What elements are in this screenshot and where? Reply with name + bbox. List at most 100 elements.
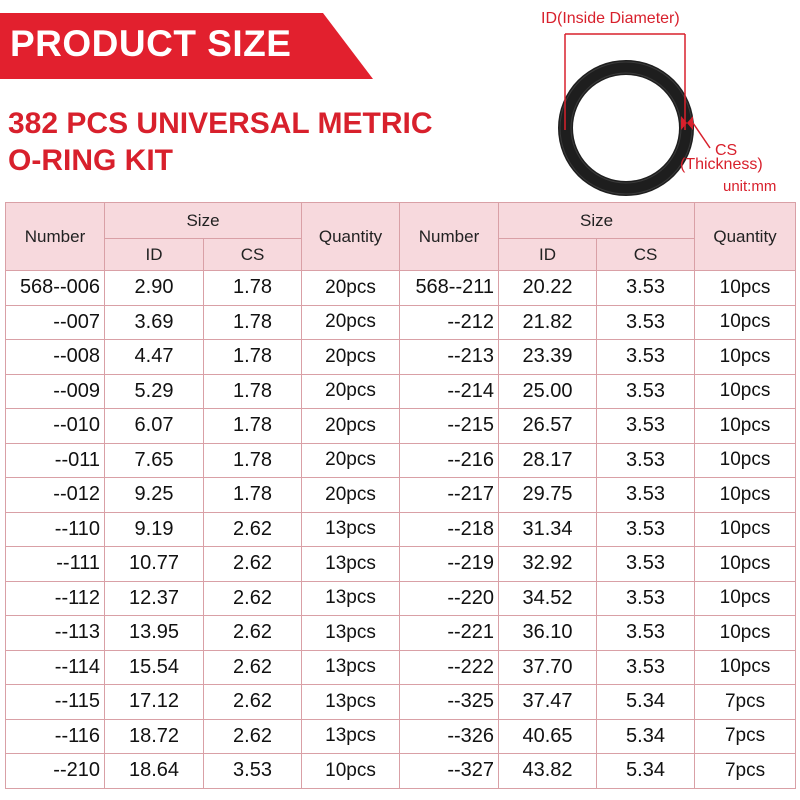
quantity-cell: 10pcs: [694, 615, 797, 651]
id-cell: 3.69: [104, 304, 204, 340]
number-cell: --213: [399, 339, 500, 375]
table-row: --210 18.64 3.53 10pcs --327 43.82 5.34 7pcs: [5, 753, 797, 789]
id-cell: 5.29: [104, 373, 204, 409]
header-cs: CS: [596, 238, 696, 271]
quantity-cell: 10pcs: [694, 546, 797, 582]
header-number: Number: [399, 202, 500, 271]
id-cell: 34.52: [498, 580, 598, 616]
id-cell: 21.82: [498, 304, 598, 340]
id-cell: 20.22: [498, 270, 598, 306]
quantity-cell: 10pcs: [694, 511, 797, 547]
id-cell: 32.92: [498, 546, 598, 582]
quantity-cell: 13pcs: [301, 718, 401, 754]
unit-label: unit:mm: [723, 178, 777, 195]
number-cell: --113: [5, 615, 105, 651]
id-cell: 43.82: [498, 753, 598, 789]
number-cell: --112: [5, 580, 105, 616]
title-banner: PRODUCT SIZE: [0, 13, 373, 79]
header-quantity: Quantity: [694, 202, 797, 271]
number-cell: --216: [399, 442, 500, 478]
number-cell: --218: [399, 511, 500, 547]
quantity-cell: 10pcs: [694, 408, 797, 444]
cs-cell: 3.53: [596, 373, 696, 409]
id-cell: 28.17: [498, 442, 598, 478]
quantity-cell: 20pcs: [301, 270, 401, 306]
o-ring-icon: [558, 33, 711, 196]
cs-cell: 3.53: [202, 753, 303, 789]
cs-cell: 3.53: [596, 649, 696, 685]
table-body: 568--006 2.90 1.78 20pcs 568--211 20.22 3.53 10…: [5, 270, 797, 789]
id-cell: 6.07: [104, 408, 204, 444]
cs-cell: 5.34: [596, 753, 696, 789]
id-cell: 36.10: [498, 615, 598, 651]
quantity-cell: 20pcs: [301, 373, 401, 409]
cs-cell: 3.53: [596, 339, 696, 375]
number-cell: --326: [399, 718, 500, 754]
table-row: --008 4.47 1.78 20pcs --213 23.39 3.53 10pcs: [5, 339, 797, 375]
number-cell: --012: [5, 477, 105, 513]
cs-cell: 3.53: [596, 270, 696, 306]
number-cell: --325: [399, 684, 500, 720]
quantity-cell: 20pcs: [301, 304, 401, 340]
id-cell: 23.39: [498, 339, 598, 375]
number-cell: --111: [5, 546, 105, 582]
cs-cell: 2.62: [202, 580, 303, 616]
id-cell: 12.37: [104, 580, 204, 616]
number-cell: --217: [399, 477, 500, 513]
table-row: --011 7.65 1.78 20pcs --216 28.17 3.53 10pcs: [5, 442, 797, 478]
cs-sublabel: (Thickness): [680, 156, 763, 173]
id-cell: 9.25: [104, 477, 204, 513]
number-cell: --212: [399, 304, 500, 340]
number-cell: 568--211: [399, 270, 500, 306]
header-number: Number: [5, 202, 105, 271]
headline-line-2: O-RING KIT: [8, 144, 173, 177]
number-cell: --116: [5, 718, 105, 754]
table-row: --009 5.29 1.78 20pcs --214 25.00 3.53 10pcs: [5, 373, 797, 409]
cs-cell: 2.62: [202, 718, 303, 754]
id-cell: 10.77: [104, 546, 204, 582]
quantity-cell: 10pcs: [694, 649, 797, 685]
id-cell: 17.12: [104, 684, 204, 720]
table-row: --112 12.37 2.62 13pcs --220 34.52 3.53 10pcs: [5, 580, 797, 616]
cs-cell: 1.78: [202, 373, 303, 409]
cs-cell: 1.78: [202, 442, 303, 478]
o-ring-diagram: ID(Inside Diameter) CS (Thickness): [535, 8, 795, 198]
quantity-cell: 7pcs: [694, 718, 797, 754]
id-cell: 18.72: [104, 718, 204, 754]
cs-cell: 2.62: [202, 615, 303, 651]
cs-cell: 3.53: [596, 304, 696, 340]
quantity-cell: 20pcs: [301, 477, 401, 513]
table-row: --116 18.72 2.62 13pcs --326 40.65 5.34 7pcs: [5, 718, 797, 754]
id-cell: 13.95: [104, 615, 204, 651]
header-size: Size: [103, 202, 303, 239]
cs-cell: 5.34: [596, 684, 696, 720]
cs-cell: 1.78: [202, 408, 303, 444]
cs-cell: 2.62: [202, 684, 303, 720]
table-row: --010 6.07 1.78 20pcs --215 26.57 3.53 10pcs: [5, 408, 797, 444]
cs-label: CS: [715, 142, 738, 159]
id-cell: 37.70: [498, 649, 598, 685]
id-cell: 7.65: [104, 442, 204, 478]
cs-cell: 1.78: [202, 304, 303, 340]
cs-cell: 3.53: [596, 477, 696, 513]
quantity-cell: 13pcs: [301, 546, 401, 582]
number-cell: --210: [5, 753, 105, 789]
id-cell: 15.54: [104, 649, 204, 685]
id-cell: 29.75: [498, 477, 598, 513]
header-quantity: Quantity: [301, 202, 401, 271]
number-cell: --007: [5, 304, 105, 340]
header-cs: CS: [202, 238, 303, 271]
table-row: 568--006 2.90 1.78 20pcs 568--211 20.22 3.53 10…: [5, 270, 797, 306]
number-cell: --220: [399, 580, 500, 616]
number-cell: --110: [5, 511, 105, 547]
headline-line-1: 382 PCS UNIVERSAL METRIC: [8, 107, 433, 140]
table-row: --110 9.19 2.62 13pcs --218 31.34 3.53 10pcs: [5, 511, 797, 547]
table-row: --115 17.12 2.62 13pcs --325 37.47 5.34 7pcs: [5, 684, 797, 720]
cs-cell: 1.78: [202, 339, 303, 375]
cs-cell: 1.78: [202, 270, 303, 306]
cs-cell: 2.62: [202, 546, 303, 582]
number-cell: --327: [399, 753, 500, 789]
number-cell: --214: [399, 373, 500, 409]
quantity-cell: 13pcs: [301, 580, 401, 616]
table-row: --113 13.95 2.62 13pcs --221 36.10 3.53 10pcs: [5, 615, 797, 651]
